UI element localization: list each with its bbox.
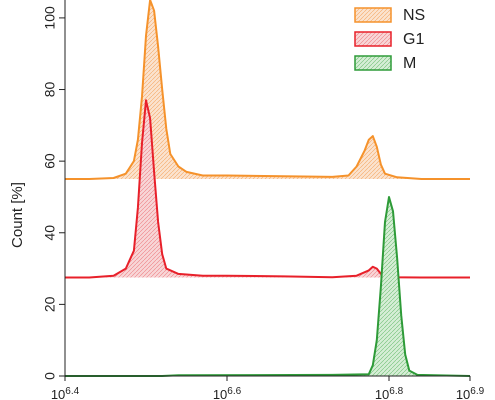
legend-item-m: M [354, 55, 416, 72]
y-tick-label: 60 [42, 153, 58, 169]
series-ns [65, 0, 470, 180]
legend-label: G1 [403, 31, 424, 48]
legend-item-g1: G1 [354, 31, 424, 48]
x-tick-label: 106.8 [375, 386, 404, 400]
legend-swatch [354, 55, 392, 71]
series-m [65, 196, 471, 377]
legend-label: NS [403, 7, 425, 24]
y-tick-label: 0 [42, 372, 58, 380]
y-tick-label: 80 [42, 82, 58, 98]
x-tick-label: 106.6 [213, 386, 242, 400]
y-axis-label: Count [%] [9, 182, 26, 248]
series-area-m [65, 197, 470, 376]
series-line-ns [65, 0, 470, 180]
y-tick-label: 20 [42, 296, 58, 312]
x-tick-label: 106.4 [51, 386, 80, 400]
legend-item-ns: NS [354, 7, 425, 24]
y-tick-label: 100 [42, 6, 58, 30]
legend-swatch [354, 7, 392, 23]
series-line-g1 [65, 99, 470, 279]
x-ticks: 106.4 106.6 106.8 106.9 [51, 376, 485, 400]
series-line-m [65, 196, 471, 377]
series-g1 [65, 99, 470, 279]
series-area-g1 [65, 100, 470, 278]
legend-swatch [354, 31, 392, 47]
legend: NS G1 M [354, 7, 425, 72]
x-tick-label: 106.9 [456, 386, 485, 400]
series-layer [65, 0, 471, 377]
series-area-ns [65, 0, 470, 179]
y-ticks: 0 20 40 60 80 100 [42, 6, 65, 380]
legend-label: M [403, 55, 416, 72]
y-tick-label: 40 [42, 225, 58, 241]
